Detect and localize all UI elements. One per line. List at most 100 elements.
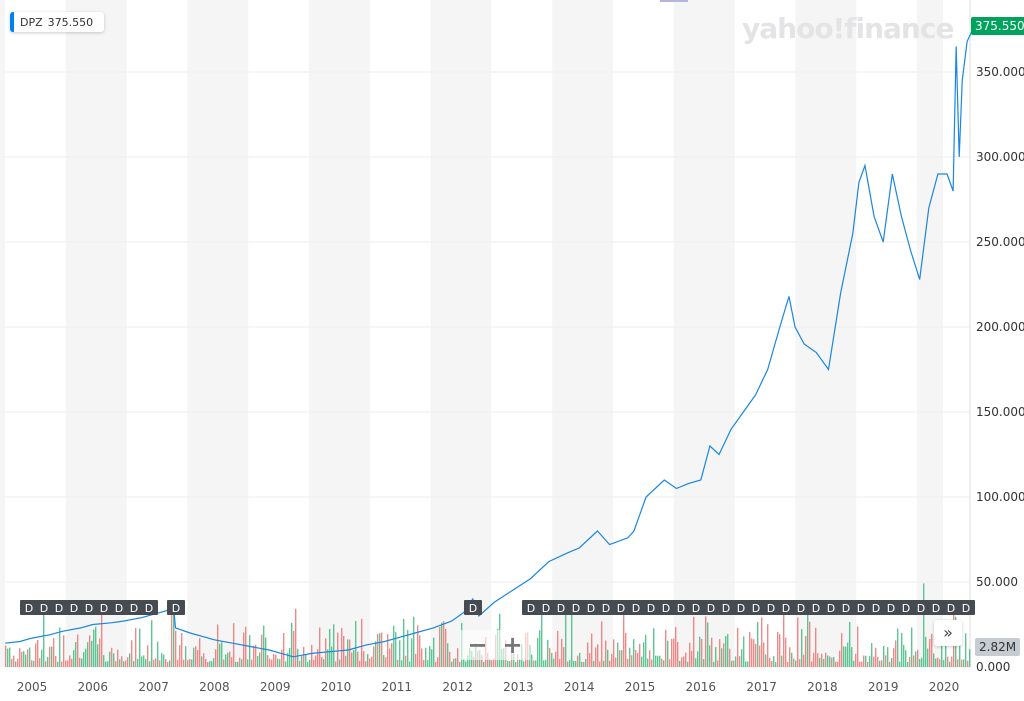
volume-bar — [539, 630, 541, 667]
volume-bar — [625, 632, 627, 667]
volume-bar — [839, 650, 841, 667]
volume-bar — [889, 661, 891, 667]
volume-bar — [299, 660, 301, 667]
volume-bar — [765, 654, 767, 667]
volume-bar — [443, 621, 445, 667]
volume-bar — [391, 643, 393, 667]
volume-bar — [569, 659, 571, 667]
volume-bar — [175, 630, 177, 667]
volume-bar — [607, 649, 609, 667]
volume-bar — [745, 661, 747, 667]
volume-bar — [929, 638, 931, 667]
volume-bar — [583, 661, 585, 667]
volume-bar — [321, 657, 323, 667]
dividend-marker: D — [902, 602, 910, 615]
volume-bar — [421, 648, 423, 667]
volume-bar — [423, 659, 425, 667]
volume-bar — [231, 657, 233, 667]
volume-bar — [611, 653, 613, 667]
year-band — [0, 0, 5, 667]
volume-bar — [379, 633, 381, 667]
volume-bar — [807, 611, 809, 667]
volume-bar — [317, 649, 319, 667]
volume-bar — [681, 657, 683, 667]
volume-bar — [431, 649, 433, 667]
volume-bar — [351, 652, 353, 667]
volume-bar — [427, 660, 429, 667]
dividend-marker: D — [872, 602, 880, 615]
zoom-in-button[interactable]: + — [502, 631, 523, 659]
volume-bar — [913, 655, 915, 667]
volume-bar — [279, 659, 281, 667]
volume-bar — [621, 650, 623, 667]
series-color-swatch — [10, 12, 14, 32]
volume-bar — [139, 628, 141, 667]
volume-bar — [311, 644, 313, 667]
year-band — [430, 0, 492, 667]
volume-bar — [743, 636, 745, 667]
dividend-marker: D — [737, 602, 745, 615]
volume-bar — [967, 660, 969, 667]
dividend-marker: D — [947, 602, 955, 615]
volume-bar — [467, 655, 469, 667]
volume-bar — [671, 638, 673, 667]
x-tick-label: 2007 — [138, 680, 169, 694]
volume-bar — [189, 659, 191, 667]
volume-bar — [721, 648, 723, 667]
volume-bar — [17, 658, 19, 667]
volume-bar — [253, 645, 255, 667]
volume-bar — [833, 657, 835, 667]
volume-bar — [207, 661, 209, 667]
volume-bar — [553, 658, 555, 667]
volume-bar — [407, 629, 409, 667]
volume-bars — [5, 583, 971, 667]
volume-bar — [911, 627, 913, 667]
year-band — [795, 0, 857, 667]
volume-bar — [703, 659, 705, 667]
volume-bar — [781, 655, 783, 667]
volume-bar — [69, 655, 71, 667]
volume-bar — [457, 648, 459, 667]
volume-bar — [855, 653, 857, 667]
volume-bar — [737, 627, 739, 667]
x-tick-label: 2019 — [868, 680, 899, 694]
volume-bar — [419, 635, 421, 667]
volume-bar — [761, 617, 763, 667]
volume-bar — [161, 653, 163, 667]
x-tick-label: 2006 — [78, 680, 109, 694]
volume-bar — [225, 654, 227, 667]
volume-bar — [645, 634, 647, 667]
volume-bar — [123, 661, 125, 667]
volume-bar — [405, 655, 407, 667]
volume-bar — [803, 654, 805, 667]
volume-bar — [689, 642, 691, 667]
volume-bar — [67, 660, 69, 667]
year-band — [187, 0, 249, 667]
dividend-marker: D — [797, 602, 805, 615]
scroll-forward-button[interactable]: » — [934, 620, 962, 646]
dividend-marker: D — [887, 602, 895, 615]
volume-bar — [653, 628, 655, 667]
volume-bar — [295, 608, 297, 667]
volume-bar — [355, 620, 357, 667]
volume-bar — [243, 632, 245, 667]
volume-bar — [687, 661, 689, 667]
volume-bar — [463, 658, 465, 667]
volume-bar — [965, 633, 967, 667]
volume-bar — [183, 659, 185, 667]
volume-bar — [891, 658, 893, 667]
volume-bar — [759, 645, 761, 667]
zoom-out-button[interactable]: − — [467, 631, 488, 659]
legend-symbol: DPZ — [20, 15, 43, 29]
volume-bar — [751, 638, 753, 667]
scroll-indicator[interactable] — [660, 0, 688, 2]
volume-bar — [823, 658, 825, 667]
volume-bar — [229, 651, 231, 667]
volume-bar — [635, 650, 637, 667]
y-tick-label: 50.000 — [976, 575, 1018, 589]
volume-bar — [677, 641, 679, 667]
dividend-marker: D — [752, 602, 760, 615]
volume-bar — [5, 645, 7, 667]
volume-bar — [347, 639, 349, 667]
